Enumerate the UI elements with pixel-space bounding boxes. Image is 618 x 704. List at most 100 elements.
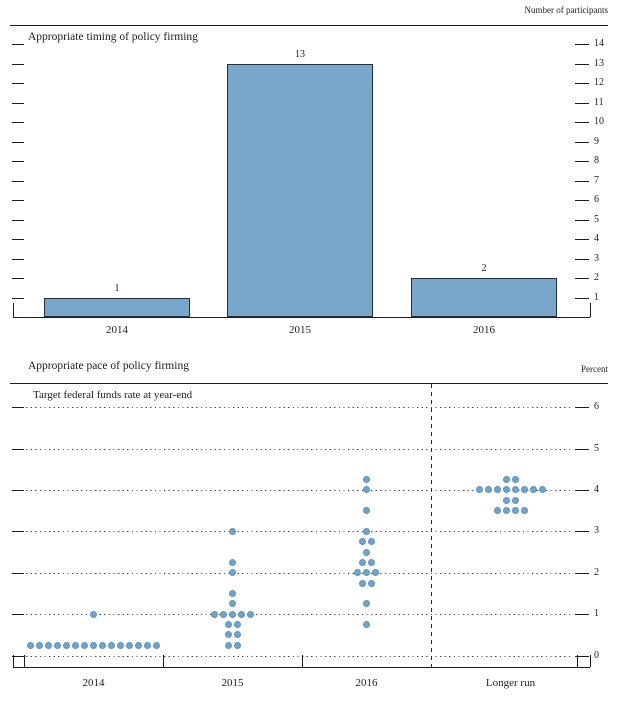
- projection-dot: [144, 641, 151, 649]
- bar-chart-right-tick: [575, 181, 589, 182]
- bar-chart-left-tick: [12, 44, 24, 45]
- bar-chart-right-tick: [575, 161, 589, 162]
- projection-dot: [363, 548, 370, 556]
- dot-plot-right-tick: [575, 656, 589, 657]
- dot-plot-category-label: 2016: [355, 677, 378, 689]
- bar-chart-right-tick-label: 10: [594, 116, 604, 127]
- bar-chart-right-tick: [575, 220, 589, 221]
- projection-dot: [108, 641, 115, 649]
- projection-dot: [153, 641, 160, 649]
- bottom-chart-inner-label: Target federal funds rate at year-end: [33, 389, 193, 401]
- projection-dot: [358, 579, 366, 587]
- bar-2014: [44, 298, 190, 317]
- bar-chart-right-tick-label: 8: [594, 155, 599, 166]
- bar-chart-left-corner: [13, 303, 14, 317]
- bar-chart-right-tick-label: 11: [594, 97, 604, 108]
- dot-plot-left-tick: [12, 490, 24, 491]
- dot-plot-right-tick: [575, 449, 589, 450]
- projection-dot: [224, 631, 232, 639]
- projection-dot: [511, 496, 519, 504]
- projection-dot: [233, 620, 241, 628]
- dot-plot-left-tick: [12, 573, 24, 574]
- dot-plot-gridline: [26, 573, 570, 574]
- bottom-chart-title: Appropriate pace of policy firming: [28, 360, 189, 372]
- projection-dot: [229, 589, 236, 597]
- bar-chart-right-tick-label: 7: [594, 175, 599, 186]
- dot-plot-axis-tick: [24, 655, 25, 667]
- top-chart-title: Appropriate timing of policy firming: [28, 31, 198, 43]
- projection-dot: [358, 538, 366, 546]
- projection-dot: [229, 610, 236, 618]
- bar-chart-right-tick-label: 14: [594, 38, 604, 49]
- bar-chart-left-tick: [12, 298, 24, 299]
- projection-dot: [229, 527, 236, 535]
- dot-plot-axis-tick: [302, 655, 303, 667]
- projection-dot: [493, 507, 501, 515]
- projection-dot: [90, 610, 97, 618]
- projection-dot: [54, 641, 61, 649]
- dot-plot-right-tick-label: 4: [594, 484, 599, 495]
- projection-dot: [502, 476, 510, 484]
- bar-chart-left-tick: [12, 83, 24, 84]
- projection-dot: [363, 527, 370, 535]
- projection-dot: [238, 610, 245, 618]
- bar-chart-right-tick-label: 4: [594, 233, 599, 244]
- bar-chart-left-tick: [12, 122, 24, 123]
- dot-plot-gridline: [26, 490, 570, 491]
- bar-value-label: 1: [114, 283, 120, 294]
- bar-chart-right-tick-label: 1: [594, 292, 599, 303]
- bar-chart-category-label: 2016: [473, 324, 495, 336]
- projection-dot: [247, 610, 254, 618]
- projection-dot: [117, 641, 124, 649]
- projection-dot: [220, 610, 227, 618]
- bar-chart-left-tick: [12, 103, 24, 104]
- projection-dot: [475, 486, 483, 494]
- projection-dot: [63, 641, 70, 649]
- dot-plot-gridline: [26, 656, 570, 657]
- dot-plot-axis-tick: [163, 655, 164, 667]
- bar-chart-right-tick-label: 9: [594, 136, 599, 147]
- bar-2016: [411, 278, 557, 317]
- projection-dot: [520, 507, 528, 515]
- bar-chart-right-tick: [575, 103, 589, 104]
- projection-dot: [27, 641, 34, 649]
- bar-value-label: 2: [481, 263, 487, 274]
- dot-plot-gridline: [26, 449, 570, 450]
- projection-dot: [126, 641, 133, 649]
- bar-chart-right-tick: [575, 259, 589, 260]
- projection-dot: [81, 641, 88, 649]
- bar-chart-category-label: 2015: [289, 324, 311, 336]
- projection-dot: [493, 486, 501, 494]
- projection-dot: [484, 486, 492, 494]
- dot-plot-category-label: 2015: [221, 677, 244, 689]
- dot-plot-left-corner: [13, 655, 14, 667]
- bottom-chart-unit-label: Percent: [581, 364, 608, 374]
- dot-plot-right-tick-label: 3: [594, 525, 599, 536]
- bar-chart-right-tick: [575, 298, 589, 299]
- dot-plot-right-tick: [575, 407, 589, 408]
- dot-plot-longer-run-separator: [431, 384, 432, 667]
- bottom-chart-top-rule: [10, 383, 608, 384]
- dot-plot-right-tick-label: 0: [594, 650, 599, 661]
- bar-chart-left-tick: [12, 278, 24, 279]
- dot-plot-right-tick: [575, 573, 589, 574]
- projection-dot: [233, 631, 241, 639]
- bar-2015: [227, 64, 373, 317]
- projection-dot: [90, 641, 97, 649]
- projection-dot: [511, 507, 519, 515]
- bar-chart-left-tick: [12, 200, 24, 201]
- projection-dot: [502, 496, 510, 504]
- dot-plot-left-tick: [12, 531, 24, 532]
- dot-plot-x-axis: [13, 667, 590, 668]
- bar-chart-right-tick: [575, 239, 589, 240]
- projection-dot: [233, 641, 241, 649]
- projection-dot: [367, 558, 375, 566]
- projection-dot: [502, 486, 510, 494]
- dot-plot-left-tick: [12, 449, 24, 450]
- dot-plot-gridline: [26, 407, 570, 408]
- bar-chart-right-tick: [575, 83, 589, 84]
- dot-plot-gridline: [26, 614, 570, 615]
- projection-dot: [367, 538, 375, 546]
- dot-plot-right-tick: [575, 490, 589, 491]
- dot-plot-right-corner: [590, 655, 591, 667]
